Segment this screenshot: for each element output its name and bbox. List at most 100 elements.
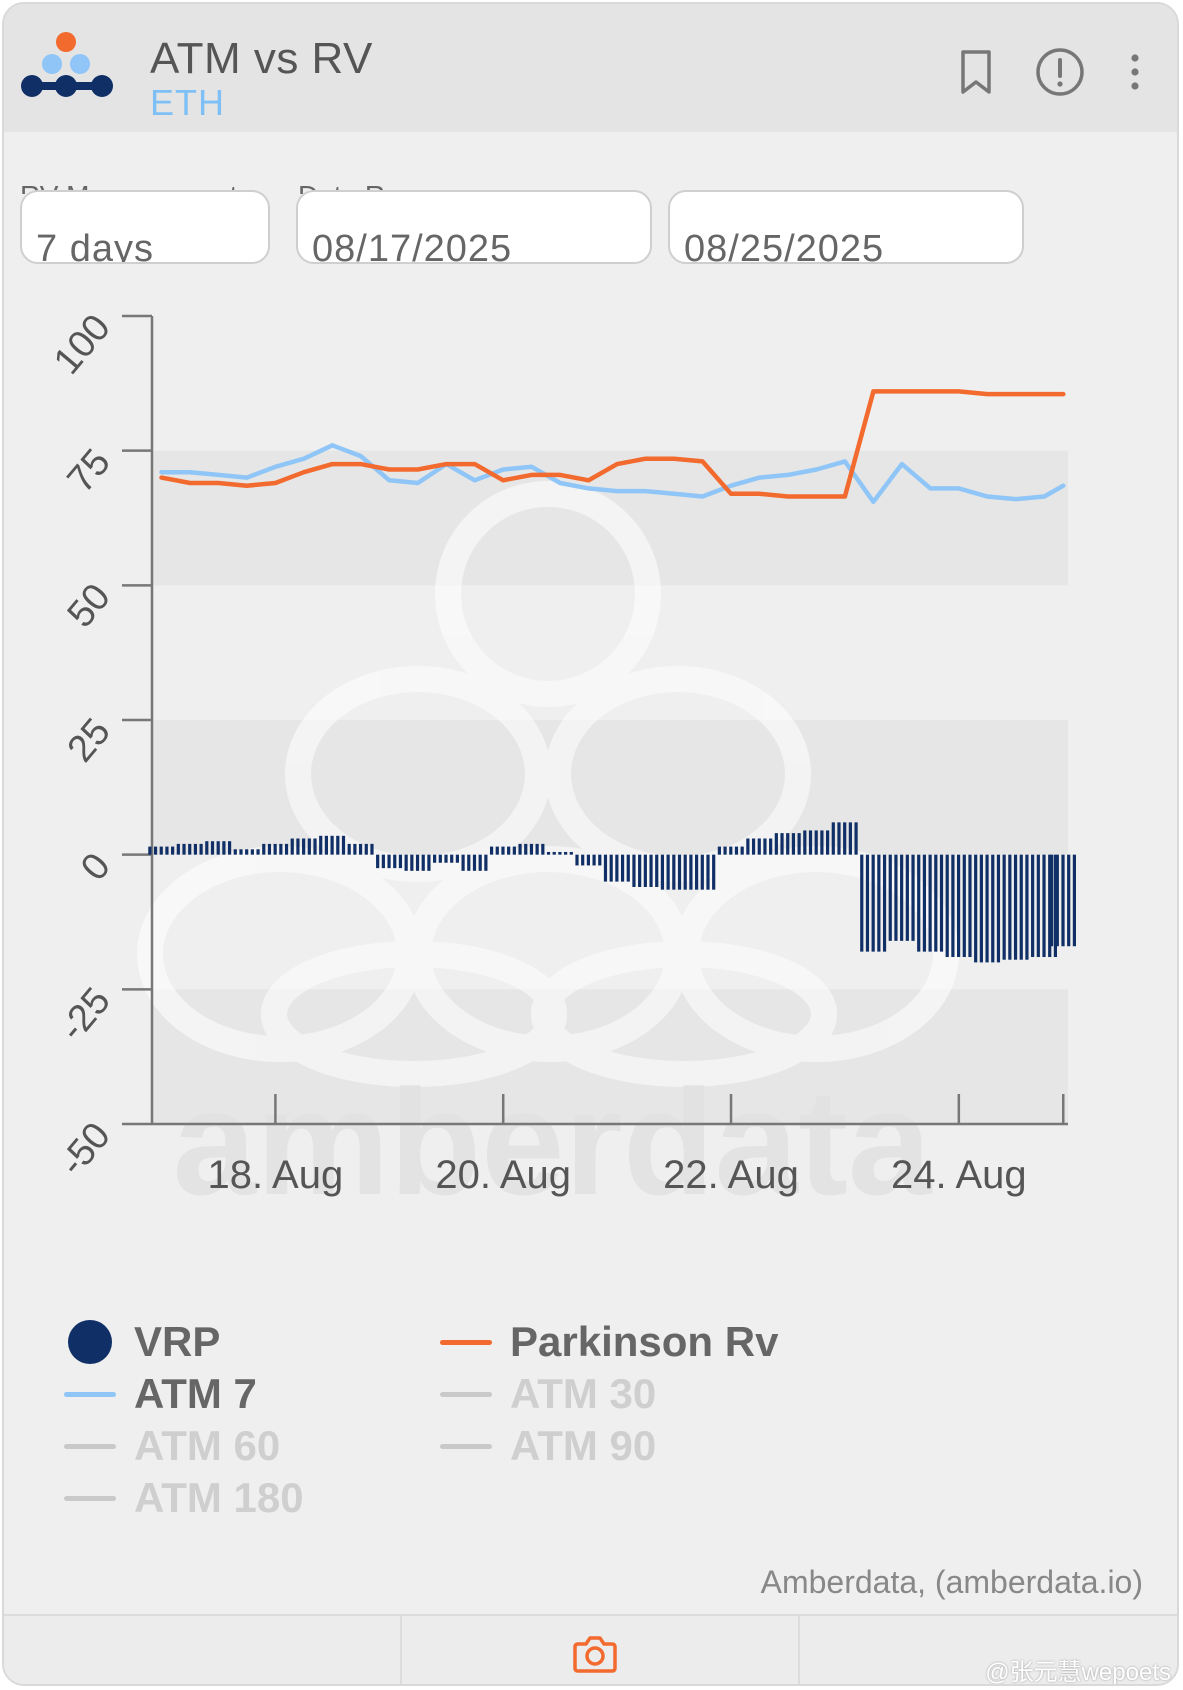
vrp-bar [712,854,716,890]
vrp-bar [507,846,511,855]
vrp-bar [284,843,289,855]
vrp-bar [569,851,573,855]
watermark-ring [531,941,837,1087]
vrp-bar [381,854,385,869]
vrp-column [774,833,801,855]
vrp-bar [888,854,892,941]
legend-label: ATM 60 [134,1422,281,1469]
rv-measurement-select[interactable]: 7 days [20,190,270,264]
vrp-bar [358,843,363,855]
widget-footer: @张元慧wepoets [4,1614,1177,1684]
vrp-bar [860,854,864,952]
chart-credits[interactable]: Amberdata, (amberdata.io) [760,1564,1143,1600]
vrp-bar [518,843,522,855]
vrp-bar [843,822,847,855]
vrp-bar [592,854,596,866]
end-date-input[interactable]: 08/25/2025 [668,190,1024,264]
y-tick-label: 100 [46,307,119,383]
y-tick-label: 50 [60,576,119,635]
vrp-bar [825,830,830,855]
vrp-bar [216,841,220,855]
vrp-bar [774,833,778,855]
vrp-bar [649,854,653,887]
vrp-column [803,830,830,855]
vrp-bar [1048,854,1052,958]
vrp-bar [615,854,619,882]
more-vert-icon[interactable] [1118,46,1152,98]
vrp-bar [552,851,556,855]
vrp-bar [313,838,317,855]
vrp-bar [410,854,414,871]
vrp-bar [1050,854,1054,947]
legend-item-atm-7[interactable]: ATM 7 [64,1370,257,1418]
vrp-bar [153,846,158,855]
legend-item-vrp[interactable]: VRP [64,1318,220,1366]
info-icon[interactable] [1034,46,1086,98]
vrp-bar [848,822,852,855]
vrp-bar [148,846,152,855]
end-date-value: 08/25/2025 [684,228,885,264]
vrp-bar [472,854,477,871]
vrp-bar [780,833,784,855]
vrp-bar [911,854,915,941]
legend-item-atm-180[interactable]: ATM 180 [64,1474,304,1522]
vrp-bar [769,838,773,855]
bookmark-icon[interactable] [950,46,1002,98]
vrp-bar [632,854,636,887]
vrp-bar [660,854,665,890]
vrp-bar [791,833,796,855]
vrp-bar [1042,854,1046,958]
vrp-bar [501,846,505,855]
vrp-bar [1025,854,1029,960]
vrp-bar [421,854,425,871]
vrp-bar [575,854,579,866]
vrp-bar [1031,854,1035,958]
vrp-column [148,846,175,855]
atm7-line [159,443,1066,505]
vrp-bar [1053,854,1058,958]
vrp-bar [302,838,306,855]
vrp-bar [324,835,329,855]
vrp-column [632,854,659,887]
x-tick-label: 20. Aug [435,1153,571,1197]
watermark-ring [435,481,661,707]
vrp-bar [672,854,676,890]
camera-icon[interactable] [572,1634,618,1674]
vrp-bar [865,854,870,952]
vrp-bar [734,846,739,855]
legend-item-parkinson-rv[interactable]: Parkinson Rv [440,1318,778,1366]
vrp-bar [535,843,539,855]
vrp-bar [353,843,357,855]
vrp-bar [831,822,835,855]
vrp-bar [837,822,841,855]
vrp-bar [245,849,249,855]
vrp-bar [683,854,687,890]
y-tick-label: 25 [60,711,119,770]
x-tick-label: 24. Aug [891,1153,1027,1197]
vrp-bar [814,830,818,855]
vrp-bar [951,854,955,958]
y-tick-label: -25 [51,980,118,1049]
legend-item-atm-30[interactable]: ATM 30 [440,1370,656,1418]
vrp-bar [330,835,334,855]
vrp-column [660,854,687,890]
vrp-bar [689,854,693,890]
vrp-bar [586,854,590,866]
legend-swatch [440,1391,492,1397]
vrp-bar [222,841,226,855]
vrp-column [974,854,1001,963]
legend-item-atm-60[interactable]: ATM 60 [64,1422,280,1470]
asset-subtitle: ETH [150,82,225,123]
start-date-input[interactable]: 08/17/2025 [296,190,652,264]
vrp-bar [433,854,437,863]
vrp-column [376,854,403,869]
legend-item-atm-90[interactable]: ATM 90 [440,1422,656,1470]
vrp-bar [393,854,397,869]
vrp-bar [564,851,568,855]
vrp-column [945,854,972,958]
vrp-bar [205,841,209,855]
vrp-column [689,854,716,890]
vrp-bar [341,835,346,855]
vrp-bar [922,854,927,952]
